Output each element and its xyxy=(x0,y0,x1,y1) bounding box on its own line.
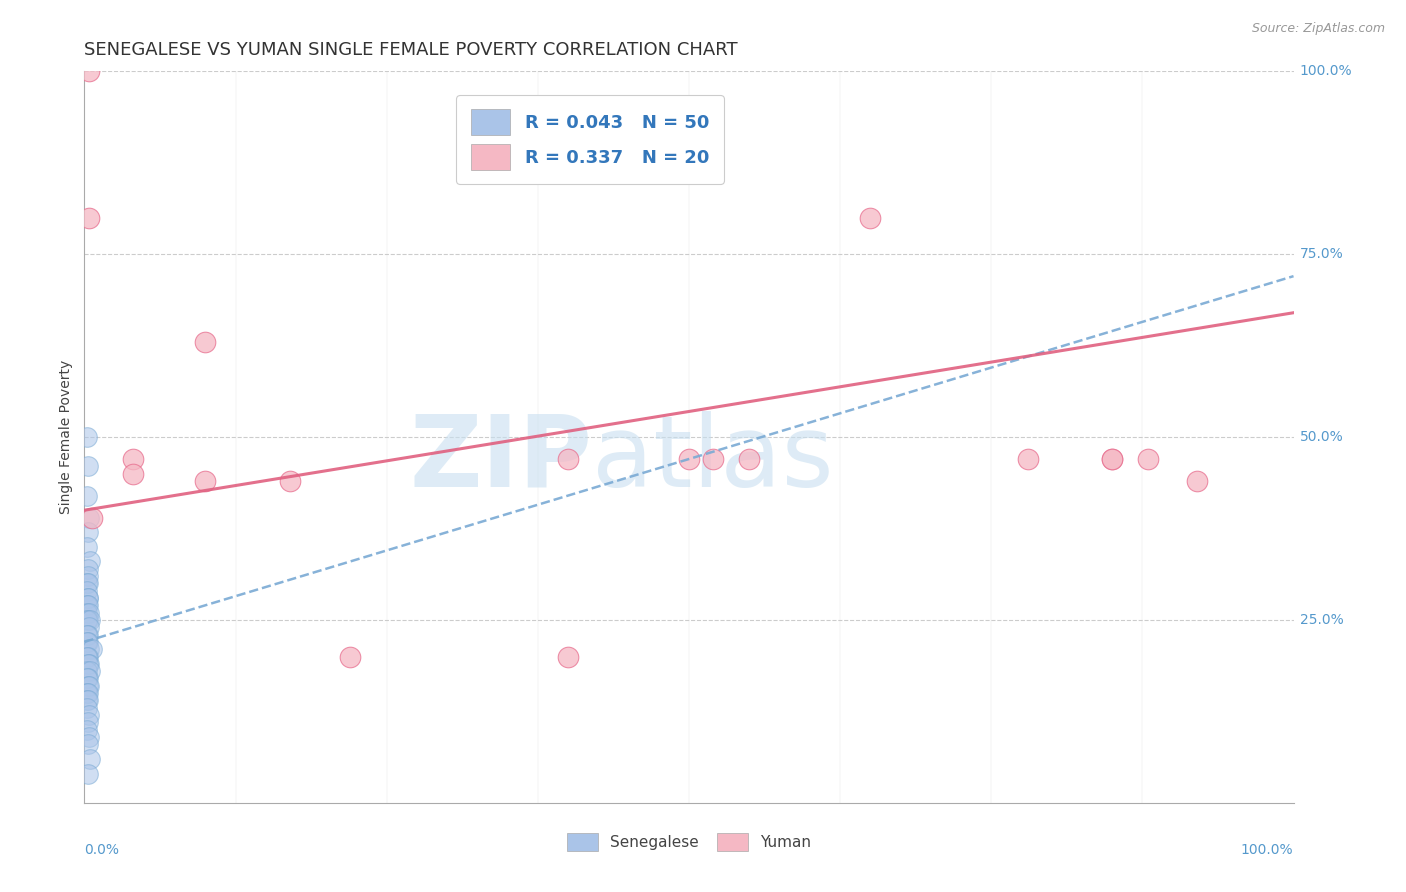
Point xyxy=(77,737,100,751)
Point xyxy=(557,649,579,664)
Point xyxy=(77,642,100,657)
Point xyxy=(77,525,100,540)
Point xyxy=(76,693,98,707)
Point xyxy=(77,708,100,723)
Point xyxy=(77,64,100,78)
Point xyxy=(76,540,98,554)
Legend: Senegalese, Yuman: Senegalese, Yuman xyxy=(561,827,817,857)
Point xyxy=(77,211,100,225)
Point xyxy=(1137,452,1160,467)
Point xyxy=(77,686,100,700)
Point xyxy=(76,489,98,503)
Point xyxy=(79,752,101,766)
Point xyxy=(77,635,100,649)
Point xyxy=(77,591,100,605)
Point xyxy=(738,452,761,467)
Point xyxy=(77,679,100,693)
Point xyxy=(77,730,100,744)
Point xyxy=(77,591,100,605)
Text: ZIP: ZIP xyxy=(409,410,592,508)
Point xyxy=(702,452,724,467)
Point xyxy=(194,474,217,488)
Text: 75.0%: 75.0% xyxy=(1299,247,1343,261)
Point xyxy=(76,430,98,444)
Point xyxy=(76,599,98,613)
Point xyxy=(77,562,100,576)
Point xyxy=(77,569,100,583)
Point xyxy=(1185,474,1208,488)
Point xyxy=(1101,452,1123,467)
Point xyxy=(76,576,98,591)
Point xyxy=(76,700,98,714)
Point xyxy=(1017,452,1039,467)
Text: 50.0%: 50.0% xyxy=(1299,430,1343,444)
Point xyxy=(1101,452,1123,467)
Point xyxy=(76,672,98,686)
Point xyxy=(79,664,101,678)
Point xyxy=(77,766,100,780)
Point xyxy=(77,649,100,664)
Point xyxy=(76,583,98,598)
Point xyxy=(76,664,98,678)
Point xyxy=(77,672,100,686)
Text: SENEGALESE VS YUMAN SINGLE FEMALE POVERTY CORRELATION CHART: SENEGALESE VS YUMAN SINGLE FEMALE POVERT… xyxy=(84,41,738,59)
Point xyxy=(77,606,100,620)
Point xyxy=(80,510,103,524)
Point xyxy=(77,459,100,474)
Point xyxy=(76,723,98,737)
Point xyxy=(76,606,98,620)
Point xyxy=(77,620,100,634)
Point xyxy=(121,467,143,481)
Point xyxy=(278,474,301,488)
Text: 100.0%: 100.0% xyxy=(1299,64,1353,78)
Point xyxy=(77,627,100,641)
Point xyxy=(79,554,101,568)
Text: 100.0%: 100.0% xyxy=(1241,843,1294,857)
Point xyxy=(77,657,100,671)
Point xyxy=(76,613,98,627)
Point xyxy=(76,649,98,664)
Point xyxy=(79,613,101,627)
Point xyxy=(859,211,882,225)
Point xyxy=(194,334,217,349)
Y-axis label: Single Female Poverty: Single Female Poverty xyxy=(59,360,73,514)
Point xyxy=(77,679,100,693)
Point xyxy=(339,649,361,664)
Point xyxy=(678,452,700,467)
Text: 0.0%: 0.0% xyxy=(84,843,120,857)
Point xyxy=(121,452,143,467)
Point xyxy=(77,715,100,730)
Text: Source: ZipAtlas.com: Source: ZipAtlas.com xyxy=(1251,22,1385,36)
Point xyxy=(557,452,579,467)
Point xyxy=(76,686,98,700)
Point xyxy=(77,599,100,613)
Text: atlas: atlas xyxy=(592,410,834,508)
Point xyxy=(77,576,100,591)
Point xyxy=(77,657,100,671)
Point xyxy=(77,510,100,524)
Point xyxy=(76,627,98,641)
Point xyxy=(77,693,100,707)
Text: 25.0%: 25.0% xyxy=(1299,613,1343,627)
Point xyxy=(77,613,100,627)
Point xyxy=(76,635,98,649)
Point xyxy=(80,642,103,657)
